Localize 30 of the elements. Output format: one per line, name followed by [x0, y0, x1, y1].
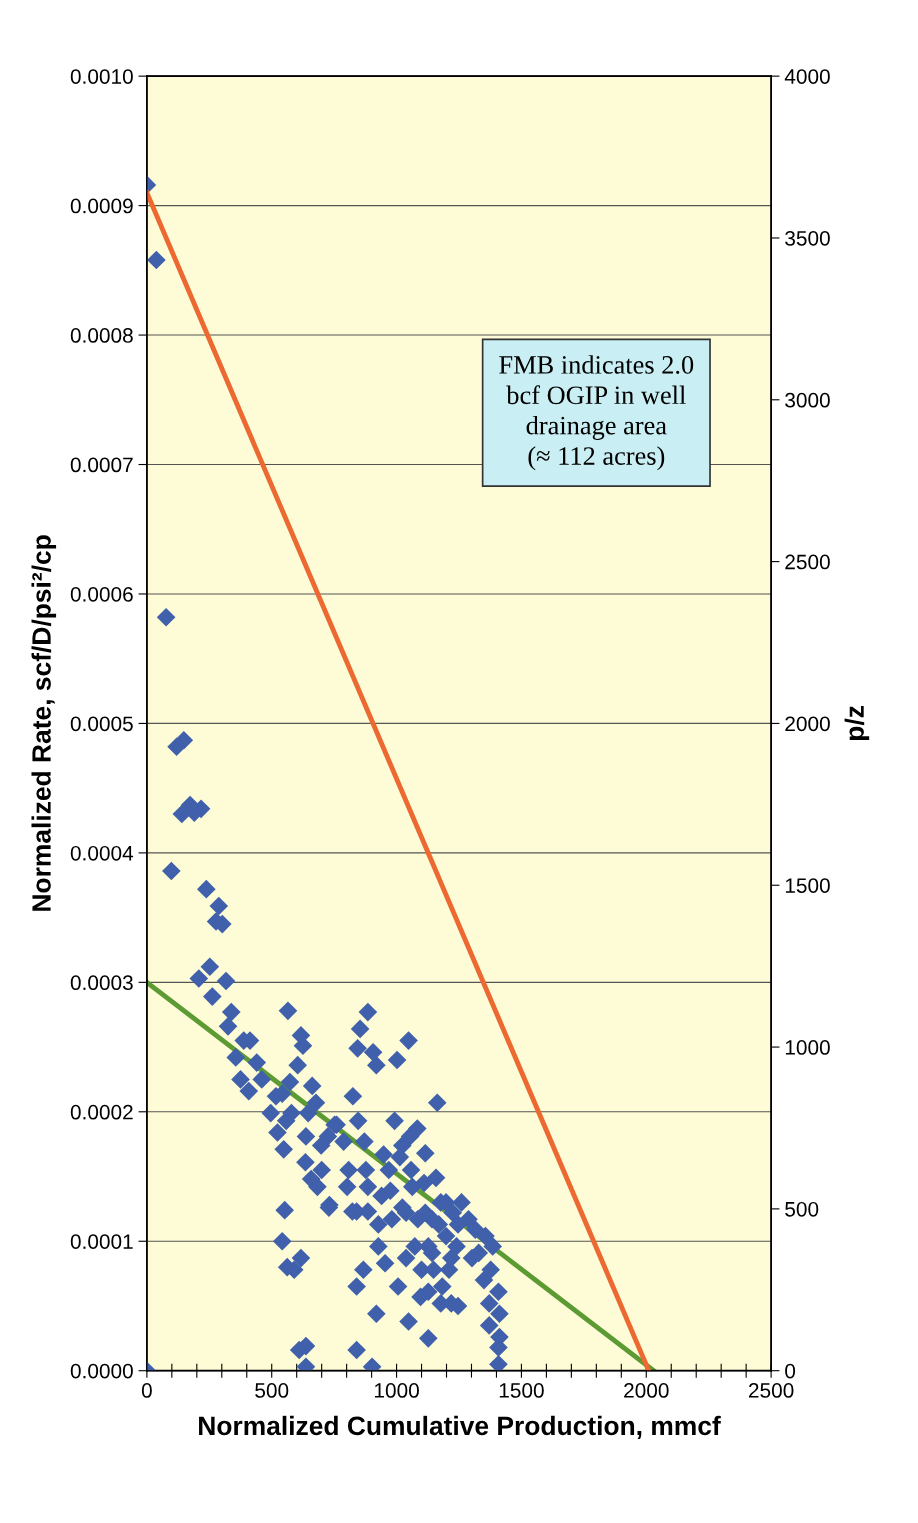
x-tick-label: 0: [141, 1383, 152, 1398]
x-tick-label: 1000: [374, 1383, 419, 1398]
y-tick-label: 0.0000: [70, 1363, 133, 1379]
y-tick-label: 0.0006: [70, 586, 133, 602]
y-tick-label: 0.0002: [70, 1104, 133, 1120]
y-axis-title: Normalized Rate, scf/D/psi²/cp: [31, 535, 57, 911]
x-tick-label: 1500: [499, 1383, 544, 1398]
x-tick-label: 500: [255, 1383, 289, 1398]
y-tick-label: 0.0008: [70, 328, 133, 343]
y-tick-label: 0.0004: [70, 845, 134, 861]
y-tick-label: 0.0010: [70, 69, 133, 84]
annotation: FMB indicates 2.0 bcf OGIP in well drainage area (≈ 112 acres): [499, 355, 694, 471]
y2-tick-label: 3000: [785, 392, 830, 408]
y-tick-label: 0.0009: [70, 198, 133, 214]
y-tick-label: 0.0003: [70, 975, 133, 991]
y2-tick-label: 0: [785, 1363, 796, 1379]
y2-tick-label: 500: [785, 1201, 819, 1217]
y2-tick-label: 1000: [785, 1040, 830, 1055]
y2-tick-label: 2000: [785, 716, 830, 732]
y2-tick-label: 3500: [785, 230, 830, 246]
y2-tick-label: 4000: [784, 69, 830, 84]
y2-axis-title: p/z: [844, 706, 870, 741]
x-axis-title: Normalized Cumulative Production, mmcf: [199, 1415, 721, 1440]
y-tick-label: 0.0007: [70, 457, 133, 473]
x-tick-label: 2000: [624, 1383, 669, 1398]
x-tick-label: 2500: [749, 1383, 794, 1398]
y-tick-label: 0.0005: [70, 716, 133, 732]
y2-tick-label: 2500: [785, 554, 830, 570]
y2-tick-label: 1500: [785, 878, 830, 893]
y-tick-label: 0.0001: [70, 1234, 133, 1249]
